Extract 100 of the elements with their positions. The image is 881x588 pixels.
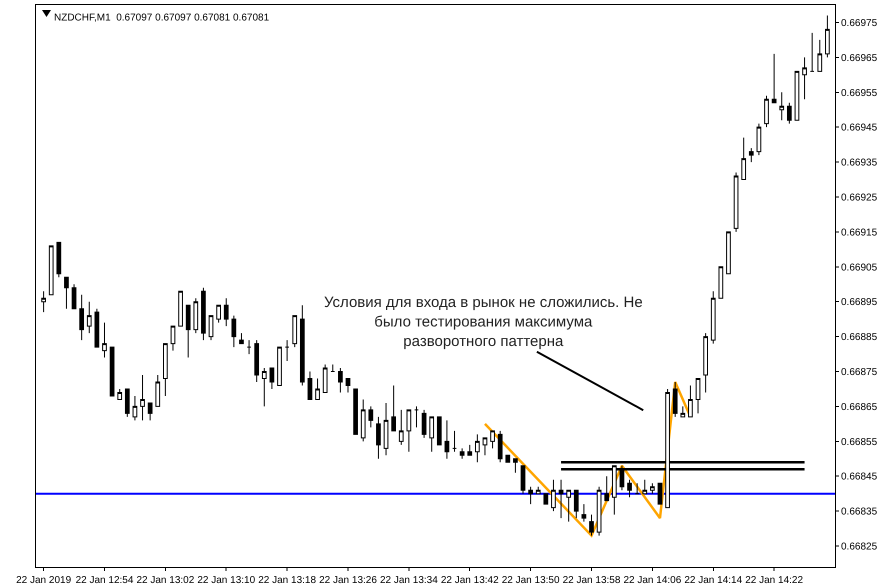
candlestick <box>201 287 206 341</box>
candlestick <box>208 315 214 341</box>
candlestick <box>368 406 374 428</box>
x-tick-label: 22 Jan 13:18 <box>258 575 316 586</box>
x-tick-label: 22 Jan 13:10 <box>197 575 256 586</box>
candlestick <box>513 458 518 474</box>
x-tick-label: 22 Jan 13:02 <box>136 575 195 586</box>
candlestick <box>64 276 69 310</box>
candlestick <box>277 346 282 386</box>
candlestick <box>353 388 358 435</box>
candlestick <box>148 402 153 421</box>
candlestick <box>703 332 708 393</box>
candlestick <box>718 266 724 299</box>
candlestick <box>292 315 298 348</box>
candlestick <box>734 172 738 232</box>
candlestick <box>772 53 776 104</box>
candlestick <box>460 448 464 460</box>
candlestick <box>696 378 700 414</box>
y-tick-label: 0.66825 <box>841 542 878 553</box>
candlestick <box>658 482 662 505</box>
y-tick-label: 0.66895 <box>841 297 878 308</box>
text: NZDCHF,M1 0.67097 0.67097 0.67081 0.67081 <box>54 12 270 24</box>
candlestick <box>132 395 138 421</box>
candlestick <box>186 304 191 358</box>
candlestick <box>48 245 54 296</box>
y-tick-label: 0.66885 <box>841 332 878 344</box>
candlestick <box>444 420 450 460</box>
candlestick <box>482 437 488 456</box>
candlestick <box>414 406 419 428</box>
candlestick <box>163 343 168 396</box>
y-tick-label: 0.66945 <box>841 122 878 134</box>
candlestick <box>300 304 305 386</box>
candlestick <box>178 290 183 327</box>
candlestick <box>398 409 404 446</box>
candlestick <box>672 381 678 418</box>
candlestick <box>794 70 800 121</box>
candlestick <box>322 364 328 393</box>
candlestick <box>193 298 198 334</box>
candlestick <box>505 454 510 463</box>
x-tick-label: 22 Jan 13:42 <box>440 575 500 586</box>
candlestick <box>566 490 572 522</box>
candlestick <box>124 388 130 418</box>
candlestick <box>810 32 815 72</box>
candlestick <box>246 340 252 355</box>
candlestick <box>170 326 176 352</box>
candlestick <box>802 56 807 100</box>
candlestick <box>308 371 312 400</box>
y-tick-label: 0.66855 <box>841 436 878 448</box>
candlestick <box>330 364 336 372</box>
candlestick <box>384 402 388 456</box>
candlestick <box>239 332 244 344</box>
x-tick-label: 22 Jan 14:22 <box>745 575 804 586</box>
y-tick-label: 0.66865 <box>841 402 878 413</box>
candlestick <box>786 102 792 124</box>
candlestick <box>642 479 648 494</box>
candlestick <box>406 409 412 452</box>
x-tick-label: 22 Jan 2019 <box>16 575 72 586</box>
candlestick <box>284 340 290 362</box>
candlestick <box>543 493 548 505</box>
candlestick <box>680 406 686 418</box>
candlestick <box>452 430 457 452</box>
y-tick-label: 0.66875 <box>841 367 878 378</box>
candlestick <box>589 514 594 536</box>
candlestick <box>429 416 434 452</box>
y-tick-label: 0.66975 <box>841 18 878 29</box>
candlestick <box>748 148 754 163</box>
candlestick <box>467 444 472 456</box>
candlestick <box>56 242 62 278</box>
candlestick <box>574 490 579 519</box>
candlestick <box>41 290 46 313</box>
candlestick <box>756 123 762 156</box>
y-tick-label: 0.66955 <box>841 88 878 99</box>
candlestick <box>360 398 366 442</box>
candlestick <box>528 486 533 505</box>
candlestick <box>710 290 716 344</box>
x-tick-label: 22 Jan 12:54 <box>76 575 134 586</box>
candlestick <box>474 434 480 463</box>
candlestick <box>216 304 221 324</box>
candlestick <box>102 322 107 358</box>
candlestick <box>110 346 114 396</box>
y-tick-label: 0.66905 <box>841 262 878 274</box>
annotation: Условия для входа в рынок не сложились. Не было тестирования максимума разворотного паттерна <box>324 294 643 350</box>
candlestick <box>582 504 586 522</box>
candlestick <box>72 284 76 310</box>
candlestick <box>338 368 343 393</box>
y-tick-label: 0.66935 <box>841 158 878 169</box>
candlestick <box>86 301 92 334</box>
candlestick <box>764 95 769 128</box>
y-tick-label: 0.66965 <box>841 52 878 64</box>
candlestick <box>254 340 260 382</box>
candlestick <box>726 231 731 274</box>
candlestick <box>779 92 784 121</box>
candlestick <box>224 298 229 327</box>
candlestick <box>140 374 145 421</box>
x-tick-label: 22 Jan 13:26 <box>319 575 378 586</box>
candlestick <box>634 482 640 494</box>
candlestick <box>604 476 610 502</box>
candlestick <box>391 384 396 432</box>
y-tick-label: 0.66845 <box>841 472 878 483</box>
candlestick <box>558 479 564 519</box>
